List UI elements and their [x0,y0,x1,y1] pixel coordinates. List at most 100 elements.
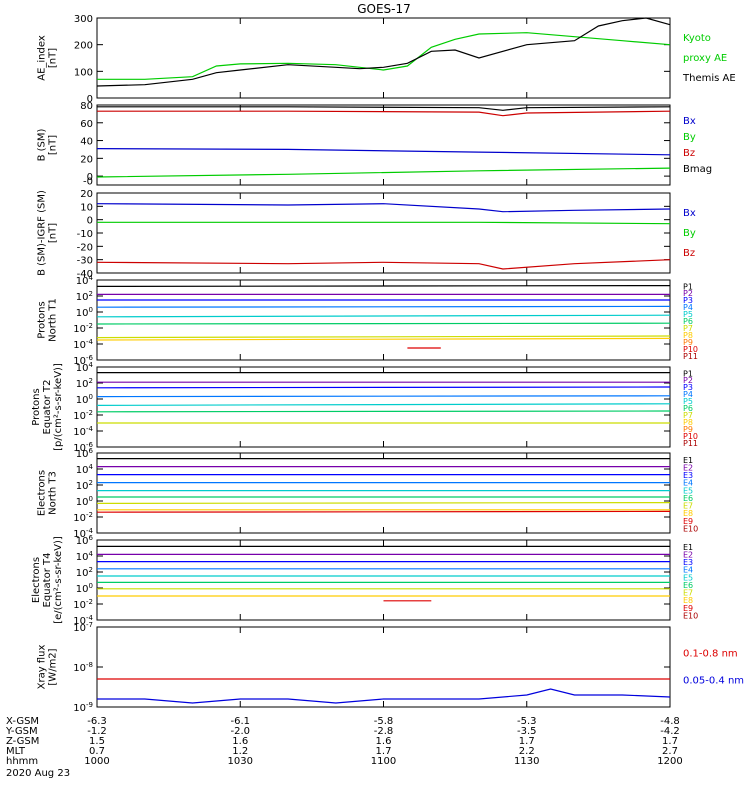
series-by [97,221,671,225]
plot-title: GOES-17 [357,2,411,16]
legend-entry: Bx [683,116,696,127]
legend-entry: P1 [683,282,693,291]
legend-entry: By [683,132,696,143]
legend-entry: P9 [683,425,693,434]
panel-frame [96,452,671,534]
y-tick-label: 10-8 [73,661,93,674]
legend-entry: E9 [683,517,693,526]
y-tick-exponent: 6 [89,447,94,455]
y-tick-label: 100 [74,67,93,78]
y-tick-label: 0 [87,216,93,227]
xaxis-row-label: Z-GSM [6,736,39,747]
legend-entry: P11 [683,352,698,361]
y-tick-label: 10 [80,202,93,213]
legend-entry: P4 [683,303,693,312]
y-axis-label: [nT] [48,135,59,155]
y-tick-exponent: 4 [89,463,94,471]
y-tick-label: 10-9 [73,701,93,714]
y-tick-label: 200 [74,41,93,52]
legend-entry: E6 [683,581,693,590]
y-tick-exponent: -2 [86,322,93,330]
y-tick-exponent: 6 [89,534,94,542]
legend-entry: P8 [683,418,693,427]
series-p6 [96,410,671,413]
legend-entry: P4 [683,390,693,399]
legend-entry: proxy AE [683,53,727,64]
legend-entry: Themis AE [682,73,736,84]
legend-entry: E3 [683,471,693,480]
y-tick-label: 300 [74,14,93,25]
date-label: 2020 Aug 23 [6,768,70,779]
xaxis-row-value: 1000 [84,756,109,767]
legend-entry: P8 [683,331,693,340]
y-tick-label: 20 [80,154,93,165]
y-tick-label: -40 [77,269,93,280]
xaxis-row-value: -4.8 [660,716,680,727]
legend-entry: Bmag [683,164,712,175]
xaxis-row-value: 1030 [228,756,253,767]
legend-entry: E1 [683,543,693,552]
y-tick-label: 10-4 [73,338,93,351]
panel-2: 0 20 40 60 80 -0 B (SM) [nT] Bx By Bz Bmag [37,101,713,188]
y-tick-label: 0 [87,94,93,105]
y-tick-exponent: -2 [86,511,93,519]
xaxis-row-value: -6.1 [230,716,250,727]
y-tick-exponent: 0 [89,393,93,401]
y-tick-label: 10-2 [73,598,93,611]
y-tick-label: 10-2 [73,409,93,422]
series-bx [96,203,671,213]
y-axis-label: [W/m2] [48,648,59,685]
legend-entry: P11 [683,439,698,448]
y-tick-exponent: 2 [89,377,93,385]
y-tick-label: 100 [76,582,93,595]
series-p4 [96,395,671,398]
legend-entry: Bz [683,248,695,259]
y-tick-exponent: 4 [89,550,94,558]
panel-frame [96,279,671,361]
series-e9 [96,510,671,513]
panel-1: 0 100 200 300 AE_index [nT] Kyoto proxy AE Themi… [37,14,736,105]
legend-entry: Bz [683,148,695,159]
y-tick-exponent: -9 [86,701,93,709]
legend-entry: E7 [683,502,693,511]
y-axis-label: B (SM) [37,128,48,161]
legend-entry: E2 [683,463,693,472]
legend-entry: P3 [683,296,693,305]
y-tick-label: -30 [77,256,93,267]
y-axis-label: [nT] [48,48,59,68]
legend-entry: E1 [683,456,693,465]
xaxis-row-value: 1.6 [232,736,248,747]
series-bz [96,259,671,270]
y-tick-label: 10-2 [73,322,93,335]
y-axis-label: Equator T2 [42,380,53,435]
series-p4 [96,305,671,308]
panel-frame [96,539,671,621]
xaxis-row-value: 2.2 [519,746,535,757]
series-p5 [96,403,671,406]
legend-entry: 0.05-0.4 nm [683,675,744,686]
legend-entry: E5 [683,573,693,582]
y-tick-label: 40 [80,137,93,148]
y-tick-label: 0 [87,172,93,183]
series-p6 [96,322,671,325]
y-tick-exponent: -4 [86,527,94,535]
y-tick-label: 106 [76,447,94,460]
y-tick-label: 102 [76,566,93,579]
y-axis-label: B (SM)-IGRF (SM) [37,190,48,276]
xaxis-row-value: 1200 [657,756,682,767]
legend-entry: P2 [683,289,693,298]
y-axis-label: AE_index [37,35,48,81]
y-axis-label: North T1 [48,298,59,342]
y-tick-label: 100 [76,306,93,319]
y-tick-exponent: -4 [86,614,94,622]
xaxis-row-value: -2.8 [374,726,394,737]
xaxis-row-value: -5.8 [374,716,394,727]
series-p8 [96,337,671,341]
legend-entry: Kyoto [683,33,711,44]
y-tick-label: 102 [76,290,93,303]
legend-entry: E5 [683,486,693,495]
